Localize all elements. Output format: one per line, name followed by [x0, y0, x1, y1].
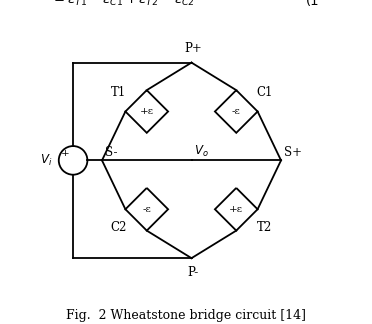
- Text: S-: S-: [105, 146, 118, 159]
- Text: +ε: +ε: [140, 107, 154, 116]
- Text: T2: T2: [257, 221, 272, 234]
- Text: P+: P+: [184, 42, 202, 55]
- Text: +ε: +ε: [229, 205, 243, 214]
- Text: $V_o$: $V_o$: [194, 144, 209, 159]
- Text: C1: C1: [256, 87, 273, 99]
- Text: C2: C2: [110, 221, 127, 234]
- Text: T1: T1: [111, 87, 126, 99]
- Text: +: +: [61, 149, 70, 158]
- Text: -ε: -ε: [142, 205, 151, 214]
- Text: $V_i$: $V_i$: [39, 153, 52, 168]
- Text: $= \epsilon_{T1} - \epsilon_{C1} + \epsilon_{T2} - \epsilon_{C2}$: $= \epsilon_{T1} - \epsilon_{C1} + \epsi…: [51, 0, 195, 7]
- Text: Fig.  2 Wheatstone bridge circuit [14]: Fig. 2 Wheatstone bridge circuit [14]: [66, 309, 306, 322]
- Text: S+: S+: [284, 146, 302, 159]
- Text: -ε: -ε: [232, 107, 241, 116]
- Text: (1: (1: [306, 0, 320, 7]
- Text: P-: P-: [187, 266, 199, 279]
